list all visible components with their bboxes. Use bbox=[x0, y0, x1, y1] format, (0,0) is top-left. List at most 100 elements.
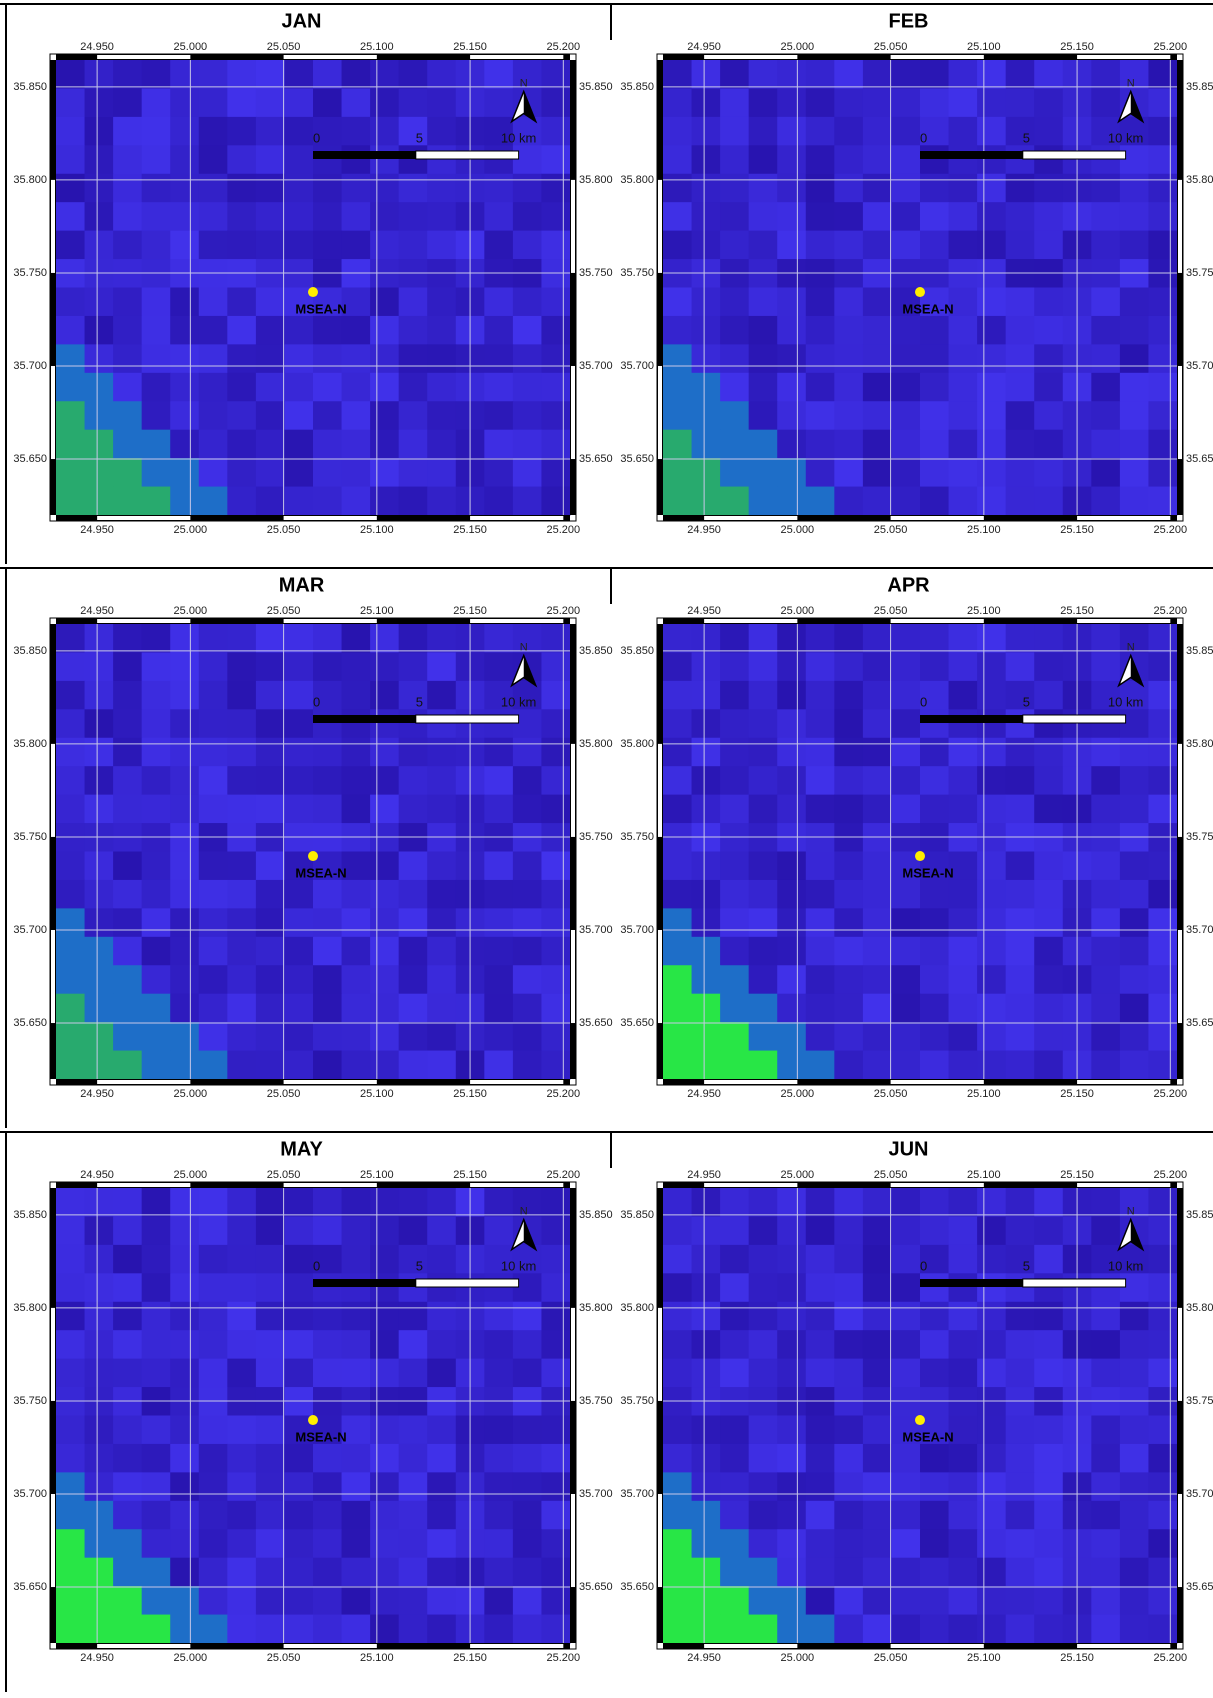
map-cell bbox=[227, 936, 257, 966]
map-cell bbox=[1034, 1050, 1064, 1080]
map-cell bbox=[748, 230, 778, 260]
map-cell bbox=[84, 173, 114, 203]
map-cell bbox=[284, 1387, 314, 1416]
map-cell bbox=[663, 652, 693, 682]
x-tick-label: 25.200 bbox=[1153, 1652, 1187, 1664]
map-cell bbox=[777, 401, 807, 431]
frame-segment bbox=[704, 1080, 798, 1084]
map-cell bbox=[255, 1301, 285, 1331]
map-cell bbox=[370, 1330, 400, 1360]
map-cell bbox=[862, 1529, 892, 1559]
map-cell bbox=[1005, 936, 1035, 966]
scale-bar-label: 10 km bbox=[1108, 694, 1143, 709]
map-cell bbox=[748, 1443, 778, 1473]
map-cell bbox=[427, 1529, 457, 1559]
map-cell bbox=[977, 1244, 1007, 1274]
map-cell bbox=[512, 458, 542, 488]
map-cell bbox=[398, 1415, 428, 1445]
x-tick-label: 25.200 bbox=[546, 605, 580, 617]
map-cell bbox=[313, 429, 343, 459]
map-cell bbox=[1005, 315, 1035, 345]
map-cell bbox=[370, 458, 400, 488]
map-cell bbox=[663, 936, 693, 966]
map-cell bbox=[141, 344, 171, 374]
map-cell bbox=[1091, 936, 1121, 966]
map-cell bbox=[141, 458, 171, 488]
map-cell bbox=[541, 1586, 571, 1616]
map-cell bbox=[427, 737, 457, 767]
map-cell bbox=[541, 652, 571, 682]
map-cell bbox=[1091, 1472, 1121, 1502]
map-cell bbox=[113, 1387, 143, 1416]
map-cell bbox=[1005, 1529, 1035, 1559]
map-cell bbox=[313, 823, 343, 852]
map-cell bbox=[170, 652, 200, 682]
map-cell bbox=[1119, 116, 1149, 146]
map-cell bbox=[484, 766, 514, 796]
map-cell bbox=[512, 1273, 542, 1303]
map-cell bbox=[1005, 60, 1035, 89]
frame-segment bbox=[704, 516, 798, 520]
map-cell bbox=[113, 1273, 143, 1303]
map-cell bbox=[663, 1216, 693, 1246]
map-cell bbox=[370, 429, 400, 459]
map-cell bbox=[370, 173, 400, 203]
map-cell bbox=[398, 908, 428, 938]
map-cell bbox=[720, 60, 750, 89]
map-cell bbox=[255, 709, 285, 739]
map-cell bbox=[862, 1472, 892, 1502]
map-cell bbox=[284, 624, 314, 653]
frame-segment bbox=[51, 365, 55, 460]
map-cell bbox=[977, 429, 1007, 459]
map-cell bbox=[891, 173, 921, 203]
map-cell bbox=[834, 1050, 864, 1080]
map-cell bbox=[198, 486, 228, 516]
frame-segment bbox=[51, 743, 55, 837]
map-cell bbox=[255, 823, 285, 852]
map-cell bbox=[341, 1500, 371, 1530]
map-cell bbox=[1148, 1614, 1178, 1644]
map-cell bbox=[141, 372, 171, 402]
frame-segment bbox=[283, 1080, 377, 1084]
map-cell bbox=[313, 879, 343, 909]
y-tick-label: 35.750 bbox=[579, 1395, 613, 1407]
map-cell bbox=[227, 344, 257, 374]
map-cell bbox=[427, 1472, 457, 1502]
map-cell bbox=[720, 259, 750, 288]
map-cell bbox=[398, 1050, 428, 1080]
map-cell bbox=[1148, 908, 1178, 938]
map-cell bbox=[1119, 1301, 1149, 1331]
map-cell bbox=[541, 680, 571, 710]
map-cell bbox=[834, 1614, 864, 1644]
map-cell bbox=[198, 1022, 228, 1052]
x-tick-label: 25.050 bbox=[267, 41, 301, 53]
map-cell bbox=[805, 1358, 835, 1388]
map-cell bbox=[427, 230, 457, 260]
map-cell bbox=[1034, 1216, 1064, 1246]
x-tick-label: 25.050 bbox=[267, 1652, 301, 1664]
map-cell bbox=[1034, 458, 1064, 488]
map-cell bbox=[227, 1330, 257, 1360]
map-cell bbox=[198, 344, 228, 374]
frame-segment bbox=[97, 516, 191, 520]
map-cell bbox=[512, 624, 542, 653]
map-cell bbox=[977, 344, 1007, 374]
map-cell bbox=[512, 1301, 542, 1331]
map-cell bbox=[427, 652, 457, 682]
map-cell bbox=[834, 851, 864, 881]
map-cell bbox=[398, 1330, 428, 1360]
map-cell bbox=[56, 1358, 86, 1388]
map-cell bbox=[255, 851, 285, 881]
map-cell bbox=[56, 1614, 86, 1644]
map-cell bbox=[512, 202, 542, 232]
map-cell bbox=[541, 486, 571, 516]
map-cell bbox=[777, 116, 807, 146]
frame-segment bbox=[97, 1644, 191, 1648]
map-cell bbox=[512, 1557, 542, 1587]
map-cell bbox=[227, 1358, 257, 1388]
north-arrow-shade bbox=[523, 91, 536, 122]
y-tick-label: 35.700 bbox=[1186, 360, 1213, 372]
map-cell bbox=[398, 766, 428, 796]
map-cell bbox=[141, 1330, 171, 1360]
map-cell bbox=[427, 60, 457, 89]
